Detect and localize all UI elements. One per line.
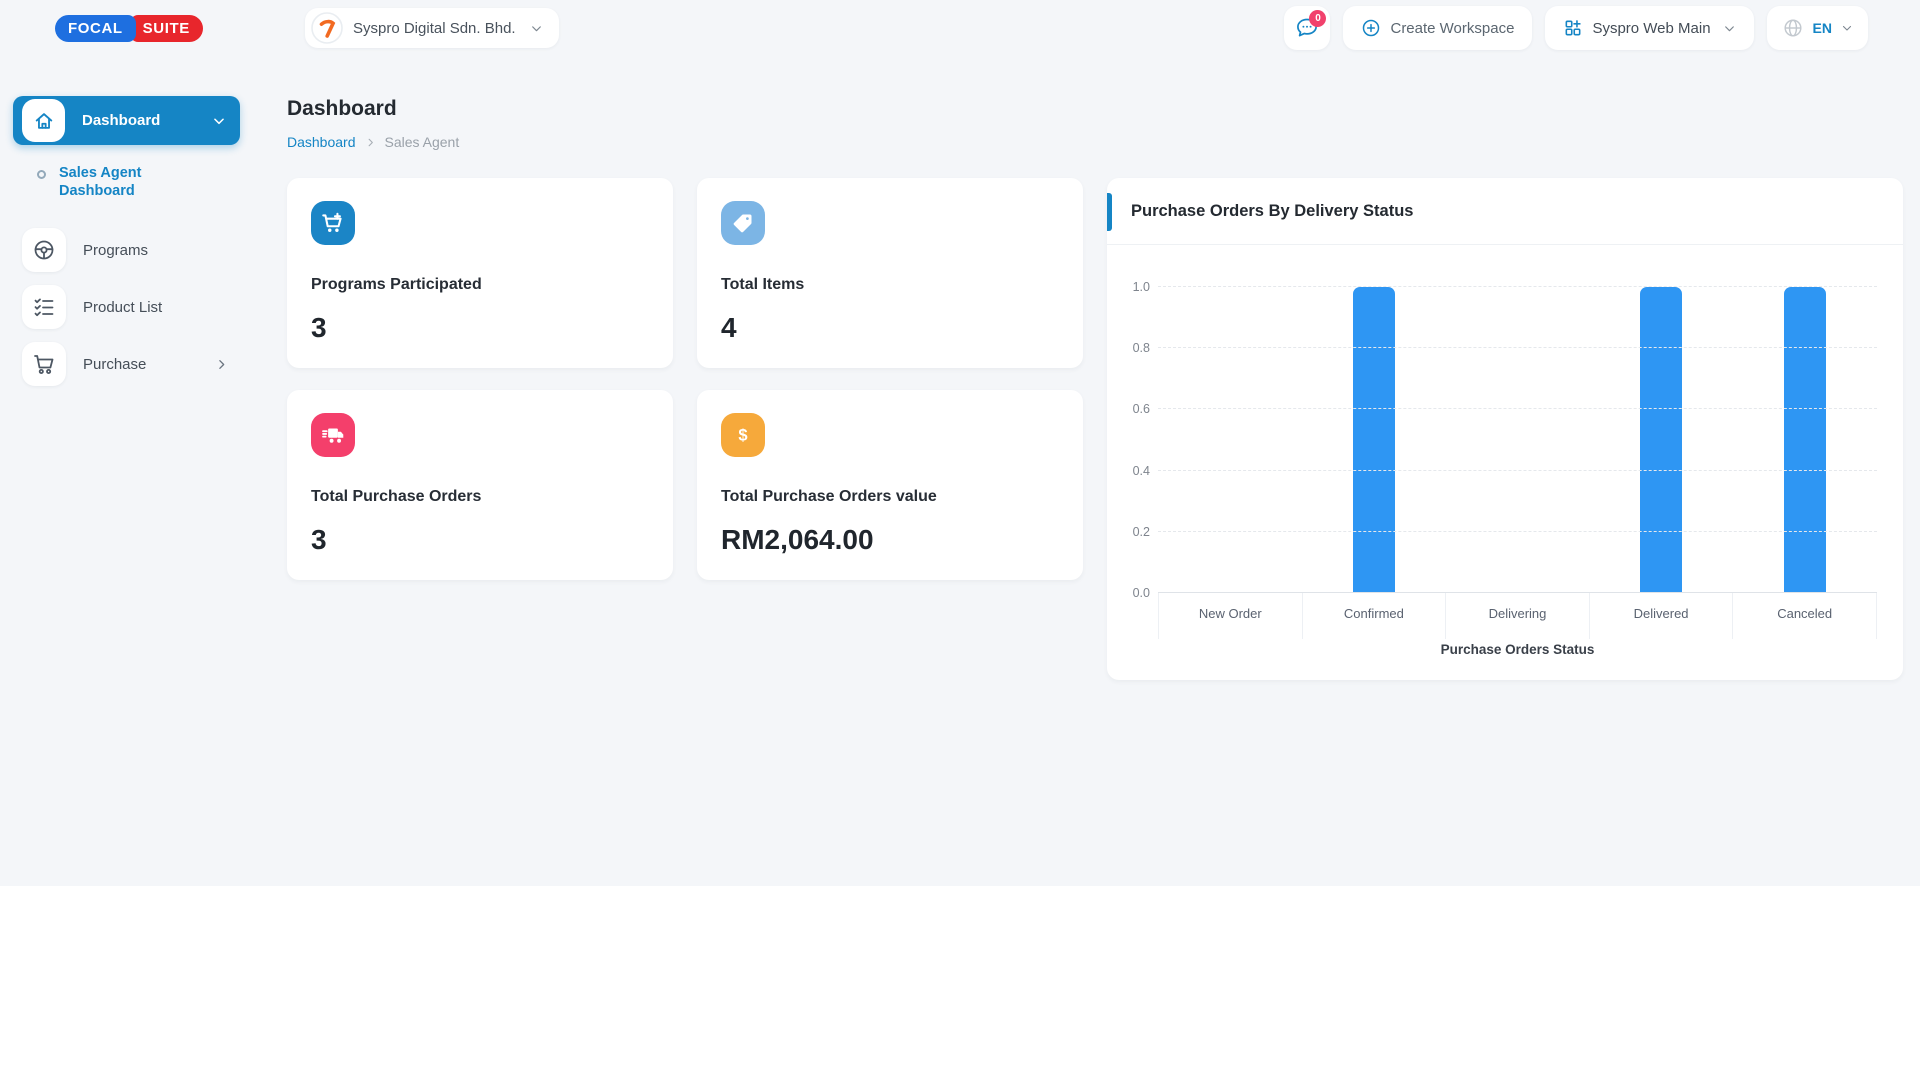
chevron-down-icon [1723, 22, 1736, 35]
sidebar-item-label: Dashboard [82, 112, 161, 129]
chart-column [1446, 278, 1590, 593]
chart-header: Purchase Orders By Delivery Status [1107, 178, 1903, 245]
chevron-right-icon [215, 358, 228, 371]
bar-chart: 0.0 0.2 0.4 0.6 0.8 1.0 New Order Confirmed Del… [1107, 245, 1903, 657]
y-axis-tick-label: 0.0 [1132, 586, 1150, 600]
create-workspace-button[interactable]: Create Workspace [1343, 6, 1533, 50]
notification-badge: 0 [1309, 10, 1327, 27]
y-axis-tick-label: 1.0 [1132, 280, 1150, 294]
chat-button[interactable]: 0 [1284, 6, 1331, 50]
chart-bar [1640, 287, 1683, 593]
sidebar-item-label: Programs [83, 241, 149, 259]
language-code: EN [1812, 20, 1832, 36]
sidebar-item-label: Sales Agent Dashboard [59, 165, 142, 199]
stat-card-programs-participated: Programs Participated 3 [287, 178, 673, 368]
checklist-icon [22, 285, 66, 329]
sidebar-item-label: Purchase [83, 355, 147, 373]
sidebar-item-dashboard[interactable]: Dashboard [13, 96, 240, 145]
create-workspace-label: Create Workspace [1390, 19, 1515, 37]
logo-focal: FOCAL [55, 15, 136, 42]
gridline [1158, 469, 1877, 471]
delivery-truck-icon [311, 413, 355, 457]
stat-card-label: Programs Participated [311, 276, 482, 293]
chart-column [1733, 278, 1877, 593]
stat-card-total-purchase-orders: Total Purchase Orders 3 [287, 390, 673, 580]
shopping-cart-icon [22, 342, 66, 386]
gridline [1158, 408, 1877, 410]
sidebar-item-purchase[interactable]: Purchase [13, 342, 240, 386]
workspace-name: Syspro Web Main [1592, 19, 1711, 37]
y-axis-tick-label: 0.4 [1132, 463, 1150, 478]
gridline [1158, 530, 1877, 532]
app-background: FOCAL SUITE Syspro Digital Sdn. Bhd. 0 C… [0, 0, 1920, 886]
sidebar-item-label: Product List [83, 298, 163, 316]
home-icon [22, 99, 65, 142]
chevron-right-icon [365, 137, 376, 148]
x-axis-label: New Order [1158, 593, 1302, 639]
stat-card-value: 3 [311, 312, 327, 343]
workspace-selector[interactable]: Syspro Web Main [1545, 6, 1754, 50]
steering-wheel-icon [22, 228, 66, 272]
sidebar: Dashboard Sales Agent Dashboard Programs… [13, 96, 240, 516]
workspace-grid-icon [1563, 18, 1583, 38]
stat-card-label: Total Purchase Orders value [721, 488, 937, 505]
breadcrumb-current-page: Sales Agent [384, 134, 460, 150]
chart-column [1589, 278, 1733, 593]
company-name: Syspro Digital Sdn. Bhd. [353, 19, 516, 37]
y-axis: 0.0 0.2 0.4 0.6 0.8 1.0 [1131, 278, 1158, 600]
company-selector[interactable]: Syspro Digital Sdn. Bhd. [305, 8, 559, 48]
stat-card-label: Total Purchase Orders [311, 488, 482, 505]
x-axis-label: Canceled [1732, 593, 1877, 639]
dollar-icon: $ [721, 413, 765, 457]
syspro-company-logo-icon [311, 12, 343, 44]
stat-card-label: Total Items [721, 276, 805, 293]
chevron-down-icon [1841, 22, 1853, 34]
y-axis-tick-label: 0.2 [1132, 524, 1150, 539]
y-axis-tick-label: 0.6 [1132, 402, 1150, 417]
chart-columns [1158, 278, 1877, 593]
bullet-circle-icon [37, 170, 46, 179]
plus-circle-icon [1361, 18, 1381, 38]
x-axis-title: Purchase Orders Status [1440, 642, 1595, 657]
x-axis-label: Delivered [1588, 593, 1733, 639]
sidebar-item-product-list[interactable]: Product List [13, 285, 240, 329]
gridline [1158, 592, 1877, 593]
stat-cards-grid: Programs Participated 3 Total Items 4 To… [287, 178, 1083, 580]
chart-plot [1158, 278, 1877, 593]
x-axis-label: Delivering [1445, 593, 1589, 639]
sidebar-item-programs[interactable]: Programs [13, 228, 240, 272]
page-title: Dashboard [287, 97, 397, 120]
breadcrumb-dashboard-link[interactable]: Dashboard [287, 134, 356, 150]
stat-card-value: 3 [311, 524, 327, 555]
chart-title: Purchase Orders By Delivery Status [1131, 201, 1414, 220]
chart-bar [1784, 287, 1827, 593]
focal-suite-logo[interactable]: FOCAL SUITE [55, 15, 203, 42]
chart-bar [1352, 287, 1395, 593]
stat-card-total-purchase-orders-value: $ Total Purchase Orders value RM2,064.00 [697, 390, 1083, 580]
tag-icon [721, 201, 765, 245]
x-axis-label: Confirmed [1301, 593, 1446, 639]
y-axis-tick-label: 0.8 [1132, 341, 1150, 356]
chevron-down-icon [530, 22, 543, 35]
svg-text:$: $ [738, 427, 747, 445]
gridline [1158, 347, 1877, 349]
sidebar-item-sales-agent-dashboard[interactable]: Sales Agent Dashboard [13, 165, 240, 200]
stat-card-value: 4 [721, 312, 737, 343]
accent-bar [1107, 193, 1112, 231]
language-selector[interactable]: EN [1766, 6, 1868, 50]
x-axis: New Order Confirmed Delivering Delivered Can… [1158, 593, 1877, 639]
stat-card-total-items: Total Items 4 [697, 178, 1083, 368]
chart-card: Purchase Orders By Delivery Status 0.0 0.… [1107, 178, 1903, 680]
chevron-down-icon [212, 114, 226, 128]
gridline [1158, 286, 1877, 287]
logo-suite: SUITE [129, 15, 203, 42]
breadcrumb: Dashboard Sales Agent [287, 134, 459, 150]
globe-icon [1782, 17, 1804, 39]
chart-column [1302, 278, 1446, 593]
chart-column [1158, 278, 1302, 593]
stat-card-value: RM2,064.00 [721, 524, 874, 555]
cart-plus-icon [311, 201, 355, 245]
